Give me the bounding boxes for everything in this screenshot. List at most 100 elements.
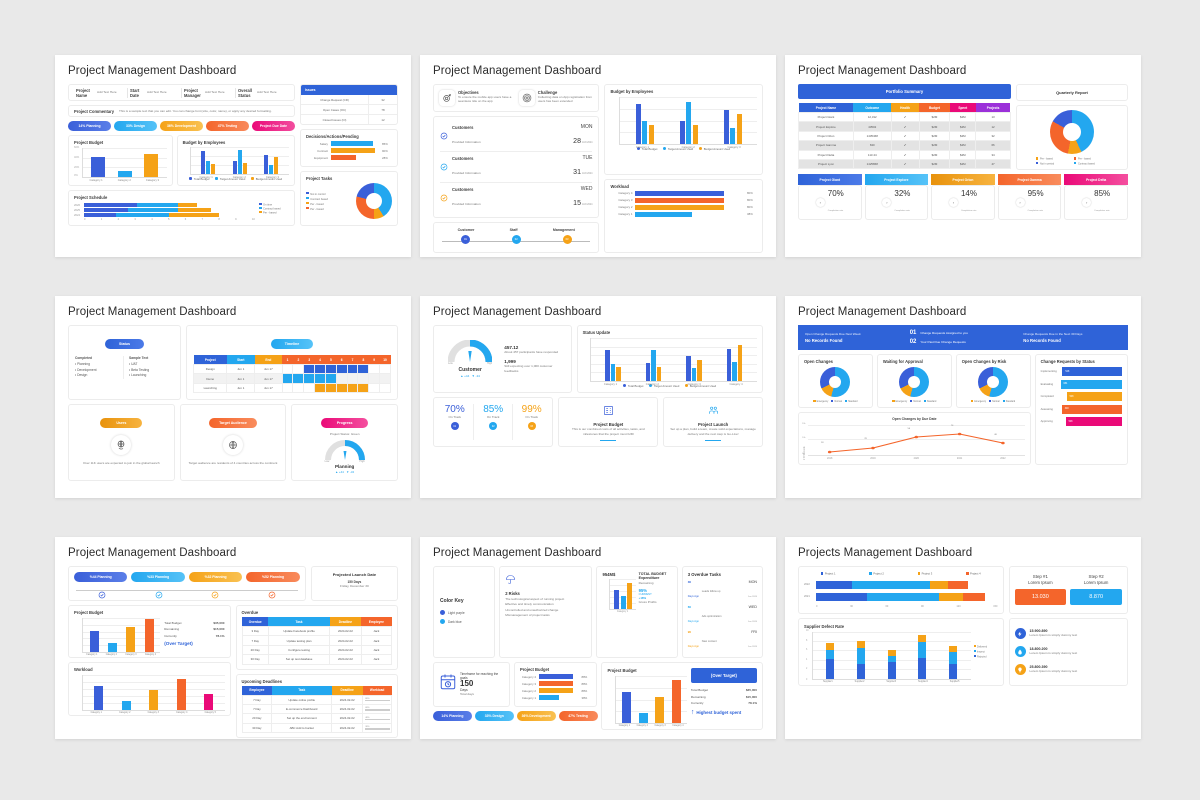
timeline-node[interactable]: 02 [511,235,521,244]
percent-value: 70% [444,404,465,415]
phase-pill[interactable]: %33 Planning [131,572,185,582]
cell: 2024-02-02 [331,694,364,705]
phase-pill[interactable]: 14% Planning [68,121,111,131]
panel-title: Color Key [440,598,464,604]
field-value[interactable]: Add Text Here [147,90,167,95]
commentary-label: Project Commentary [74,108,115,114]
date-label: JAN 2024 [581,172,593,175]
timeline-label: Staff [509,228,518,232]
phase-pill[interactable]: %32 Planning [188,572,243,582]
stat-label: Currently [690,701,704,705]
bar-row: Category 4 88% [520,674,591,679]
badge: 02 [489,422,498,431]
slide-9[interactable]: Projects Management Dashboard Project 1 … [785,537,1141,739]
timeframe-panel: Timeframe for reaching the goals 150 Day… [433,662,510,707]
bar-label: Category 3 [618,198,633,203]
axis-tick: 150 [993,604,998,608]
chevron-right-icon[interactable]: › [816,198,825,207]
cell: E-commerce Dashboard [271,703,333,715]
col-header: Project Name [798,103,854,113]
row-label: 2025 [74,208,80,212]
field-value[interactable]: Add Text Here [97,90,117,95]
list-item[interactable]: Customers Provided Information TUE 31JAN 2… [440,152,593,183]
field-value[interactable]: Add Text Here [205,90,225,95]
objective-card: Objectives To ensure the mobile app users… [439,90,514,106]
slide-5[interactable]: Project Management Dashboard Low High Cu… [420,296,776,498]
globe-people-icon [223,435,243,455]
chevron-right-icon[interactable]: › [882,198,891,207]
col-header: Task [271,685,332,695]
delta-down: -34 [475,374,480,378]
card-text: Collecting data on App registration from… [537,95,592,104]
phase-pill[interactable]: 47% Testing [206,121,249,131]
cell: Open Cases (OC) [301,105,369,114]
project-card[interactable]: Project Explore › 32% Completion rate [864,174,929,220]
metric-value: 18.800.200 [1029,647,1048,652]
task-row: 30 Days Ago Leads follow up MON Jan 2024 [688,580,757,602]
bar-row: 2022 [804,580,998,589]
list-item[interactable]: Customers Provided Information MON 28JAN 2… [440,121,593,152]
quarterly-report-header[interactable]: Quarterly Report [1015,84,1128,101]
cell: ABC Add to bucket [271,722,333,734]
phase-pill[interactable]: 33% Design [474,711,514,721]
open-changes-risk-donut: Open Changes by Risk Emergency Normal St… [955,353,1031,408]
timeline-node[interactable]: 01 [460,235,470,244]
slide-1[interactable]: Project Management Dashboard Project Nam… [55,55,411,257]
cell: Design [192,363,228,375]
expenditure-value: 954M$ [602,572,616,577]
step-card: Step #1 Lorem Ipsum 13.030 [1014,574,1067,606]
panel-label: Timeframe for reaching the goals [460,672,499,681]
phase-pill[interactable]: %52 Planning [246,572,300,582]
axis-tick: Category 5 [204,712,216,714]
phase-pill[interactable]: 47% Testing [558,711,598,721]
day-number: 28 [573,138,581,145]
slide-4[interactable]: Project Management Dashboard Status Comp… [55,296,411,498]
slide-6[interactable]: Project Management Dashboard Open Change… [785,296,1141,498]
table-row: Project Gamma 630 ✔ $2M $2M 66 [798,140,1011,151]
legend-label: Normal [992,400,1000,403]
project-card[interactable]: Project Gamma › 95% Completion rate [997,174,1062,220]
bar-value: 548 [1066,392,1122,401]
bar-row: Equipment 28% [306,155,392,160]
step-card: Step #2 Lorem Ipsum 8.870 [1070,574,1122,606]
panel-title: Decisions/Actions/Pending [306,134,359,139]
chevron-right-icon[interactable]: › [1082,198,1091,207]
slide-3[interactable]: Project Management Dashboard Portfolio S… [785,55,1141,257]
phase-pill[interactable]: 36% Development [160,121,203,131]
chevron-right-icon[interactable]: › [949,198,958,207]
timeline-node[interactable]: 03 [562,235,572,244]
project-card[interactable]: Project Delta › 85% Completion rate [1064,174,1128,220]
phase-pill[interactable]: 33% Design [114,121,157,131]
cell: Demo [192,373,228,384]
chevron-right-icon[interactable]: › [1016,198,1025,207]
row-label: 2024 [74,213,80,217]
delta-up: +44 [338,469,344,474]
cell: Project Orion [798,130,854,142]
slide-2[interactable]: Project Management Dashboard Objectives T… [420,55,776,257]
slide-7[interactable]: Project Management Dashboard %44 Plannin… [55,537,411,739]
days-label: Days Ago [687,595,699,598]
big-budget-panel: Project Budget Category 1 Category 2 Categ… [601,662,763,730]
arrow-up-icon: ↑ [690,709,695,716]
row-label: 2021 [804,595,810,598]
over-target-note: (Over Target) [164,640,193,646]
workload-chart: Workload Category 1 Category 2 Category 3 C… [68,662,231,716]
risk-line: Mismanagement of project tasks [505,613,550,618]
field-value[interactable]: Add Text Here [257,90,277,95]
list-item[interactable]: Customers Provided Information WED 15JAN 2… [440,183,592,213]
phase-pill[interactable]: 36% Development [516,711,556,721]
phase-pill[interactable]: Project Due Date [252,121,295,131]
axis-tick: 2 [806,668,808,671]
project-card[interactable]: Project Orion › 14% Completion rate [931,174,995,220]
project-card[interactable]: Project Giant › 70% Completion rate [798,174,862,220]
donut-chart [1049,110,1094,154]
gauge-label: Customer [458,367,482,373]
slide-8[interactable]: Project Management Dashboard Color Key L… [420,537,776,739]
phase-pill[interactable]: 14% Planning [433,711,472,721]
phase-pill[interactable]: %44 Planning [74,572,128,582]
table-row: Project Orion 1435468 ✔ $2M $2M 32 [798,130,1011,142]
x-axis: 0 1 2 3 4 5 6 7 8 9 10 [74,218,255,221]
gauge-high: High [359,459,365,463]
bar-value: 90% [382,148,388,153]
slide-deck: Project Management Dashboard Project Nam… [55,55,1141,739]
